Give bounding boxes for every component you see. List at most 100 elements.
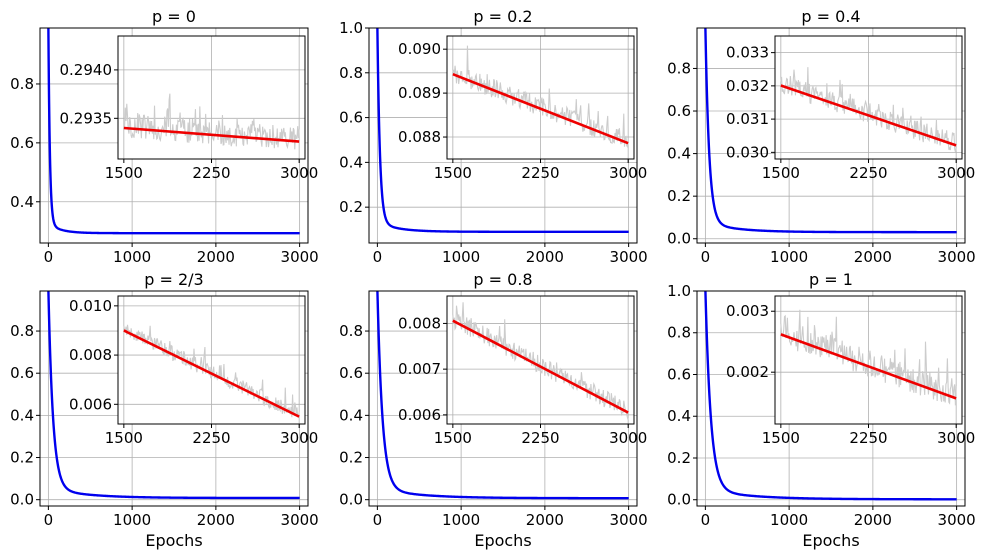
inset-x-tick-label: 1500 bbox=[762, 164, 800, 182]
y-tick-label: 0.2 bbox=[10, 449, 34, 467]
inset-noisy-loss bbox=[452, 45, 629, 149]
panel-title: p = 0.8 bbox=[473, 270, 532, 289]
x-axis-label: Epochs bbox=[802, 531, 859, 550]
panel-6: 0 1000 2000 3000 0.0 0.2 0.4 0.6 0.8 1.0 p = 1 Epoc… bbox=[667, 270, 976, 550]
loss-curve bbox=[704, 291, 957, 501]
inset-y-tick-label: 0.032 bbox=[726, 77, 769, 95]
y-tick-label: 0.8 bbox=[667, 59, 691, 77]
inset-fit-line bbox=[123, 329, 300, 418]
y-tick-label: 0.4 bbox=[339, 153, 363, 171]
y-tick-label: 0.8 bbox=[339, 64, 363, 82]
x-tick-label: 1000 bbox=[442, 248, 480, 266]
x-tick-label: 0 bbox=[701, 248, 711, 266]
panel-2: 0 1000 2000 3000 0.2 0.4 0.6 0.8 1.0 p = 0.2 1500 2… bbox=[339, 7, 648, 266]
y-tick-label: 0.6 bbox=[667, 365, 691, 383]
inset-y-tick-label: 0.008 bbox=[69, 346, 112, 364]
inset-fit-line bbox=[452, 319, 629, 414]
inset-y-tick-label: 0.030 bbox=[726, 143, 769, 161]
inset-fit-line bbox=[452, 73, 629, 145]
inset-x-tick-label: 2250 bbox=[849, 429, 887, 447]
x-tick-label: 2000 bbox=[197, 248, 235, 266]
inset-y-tick-label: 0.2935 bbox=[60, 109, 113, 127]
inset-5: 1500 2250 3000 0.006 0.007 0.008 bbox=[398, 295, 647, 447]
inset-x-tick-label: 2250 bbox=[192, 164, 230, 182]
x-tick-label: 2000 bbox=[197, 511, 235, 529]
y-tick-label: 0.0 bbox=[667, 230, 691, 248]
x-tick-label: 0 bbox=[373, 511, 383, 529]
inset-x-tick-label: 2250 bbox=[192, 429, 230, 447]
y-tick-label: 0.8 bbox=[339, 322, 363, 340]
inset-x-tick-label: 3000 bbox=[609, 164, 647, 182]
panel-1: 0 1000 2000 3000 0.4 0.6 0.8 p = 0 1500 2250 3000 0… bbox=[10, 7, 319, 266]
inset-y-tick-label: 0.090 bbox=[398, 40, 441, 58]
inset-x-tick-label: 2250 bbox=[521, 164, 559, 182]
inset-y-tick-label: 0.006 bbox=[398, 406, 441, 424]
inset-fit-line bbox=[780, 333, 957, 400]
x-tick-label: 3000 bbox=[281, 248, 319, 266]
inset-y-tick-label: 0.003 bbox=[726, 302, 769, 320]
y-tick-label: 0.2 bbox=[339, 198, 363, 216]
loss-curve bbox=[47, 28, 300, 235]
x-tick-label: 2000 bbox=[526, 511, 564, 529]
inset-y-tick-label: 0.088 bbox=[398, 128, 441, 146]
inset-y-tick-label: 0.006 bbox=[69, 395, 112, 413]
inset-x-tick-label: 1500 bbox=[434, 164, 472, 182]
axes-frame bbox=[39, 27, 309, 244]
inset-x-tick-label: 3000 bbox=[609, 429, 647, 447]
inset-y-tick-label: 0.008 bbox=[398, 314, 441, 332]
y-tick-label: 0.6 bbox=[339, 364, 363, 382]
y-tick-label: 0.4 bbox=[667, 145, 691, 163]
inset-y-tick-label: 0.089 bbox=[398, 84, 441, 102]
loss-curve bbox=[376, 291, 629, 500]
inset-y-tick-label: 0.033 bbox=[726, 44, 769, 62]
x-tick-label: 0 bbox=[44, 511, 54, 529]
inset-y-tick-label: 0.007 bbox=[398, 360, 441, 378]
x-tick-label: 1000 bbox=[770, 248, 808, 266]
panel-title: p = 0 bbox=[152, 7, 196, 26]
y-tick-label: 0.4 bbox=[10, 406, 34, 424]
inset-x-tick-label: 3000 bbox=[937, 164, 975, 182]
x-tick-label: 3000 bbox=[610, 511, 648, 529]
inset-y-tick-label: 0.002 bbox=[726, 363, 769, 381]
loss-curve bbox=[47, 291, 300, 500]
inset-fit-line bbox=[123, 126, 300, 143]
y-tick-label: 0.6 bbox=[10, 134, 34, 152]
x-tick-label: 2000 bbox=[854, 248, 892, 266]
inset-x-tick-label: 3000 bbox=[280, 429, 318, 447]
loss-curve bbox=[704, 28, 957, 234]
inset-x-tick-label: 2250 bbox=[521, 429, 559, 447]
x-axis-label: Epochs bbox=[145, 531, 202, 550]
inset-noisy-loss bbox=[780, 67, 957, 153]
y-tick-label: 0.6 bbox=[339, 109, 363, 127]
y-tick-label: 0.0 bbox=[10, 491, 34, 509]
inset-x-tick-label: 2250 bbox=[849, 164, 887, 182]
inset-x-tick-label: 1500 bbox=[105, 164, 143, 182]
axes-frame bbox=[39, 290, 309, 507]
inset-2: 1500 2250 3000 0.088 0.089 0.090 bbox=[398, 35, 647, 182]
x-tick-label: 0 bbox=[373, 248, 383, 266]
inset-1: 1500 2250 3000 0.2935 0.2940 bbox=[60, 35, 318, 182]
inset-x-tick-label: 1500 bbox=[105, 429, 143, 447]
x-tick-label: 0 bbox=[701, 511, 711, 529]
y-tick-label: 0.0 bbox=[339, 491, 363, 509]
x-axis-label: Epochs bbox=[474, 531, 531, 550]
y-tick-label: 0.2 bbox=[667, 449, 691, 467]
y-tick-label: 0.2 bbox=[667, 187, 691, 205]
x-tick-label: 3000 bbox=[281, 511, 319, 529]
x-tick-label: 2000 bbox=[854, 511, 892, 529]
panel-4: 0 1000 2000 3000 0.0 0.2 0.4 0.6 0.8 p = 2/3 Epoch… bbox=[10, 270, 319, 550]
x-tick-label: 1000 bbox=[113, 248, 151, 266]
y-tick-label: 0.6 bbox=[10, 364, 34, 382]
panel-title: p = 2/3 bbox=[144, 270, 203, 289]
axes-frame bbox=[696, 27, 966, 244]
y-tick-label: 0.4 bbox=[339, 406, 363, 424]
y-tick-label: 0.2 bbox=[339, 449, 363, 467]
inset-6: 1500 2250 3000 0.002 0.003 bbox=[726, 295, 975, 447]
inset-y-tick-label: 0.031 bbox=[726, 110, 769, 128]
y-tick-label: 0.6 bbox=[667, 102, 691, 120]
inset-noisy-loss bbox=[123, 93, 300, 150]
x-tick-label: 3000 bbox=[610, 248, 648, 266]
panel-title: p = 0.4 bbox=[801, 7, 860, 26]
panel-title: p = 1 bbox=[809, 270, 853, 289]
